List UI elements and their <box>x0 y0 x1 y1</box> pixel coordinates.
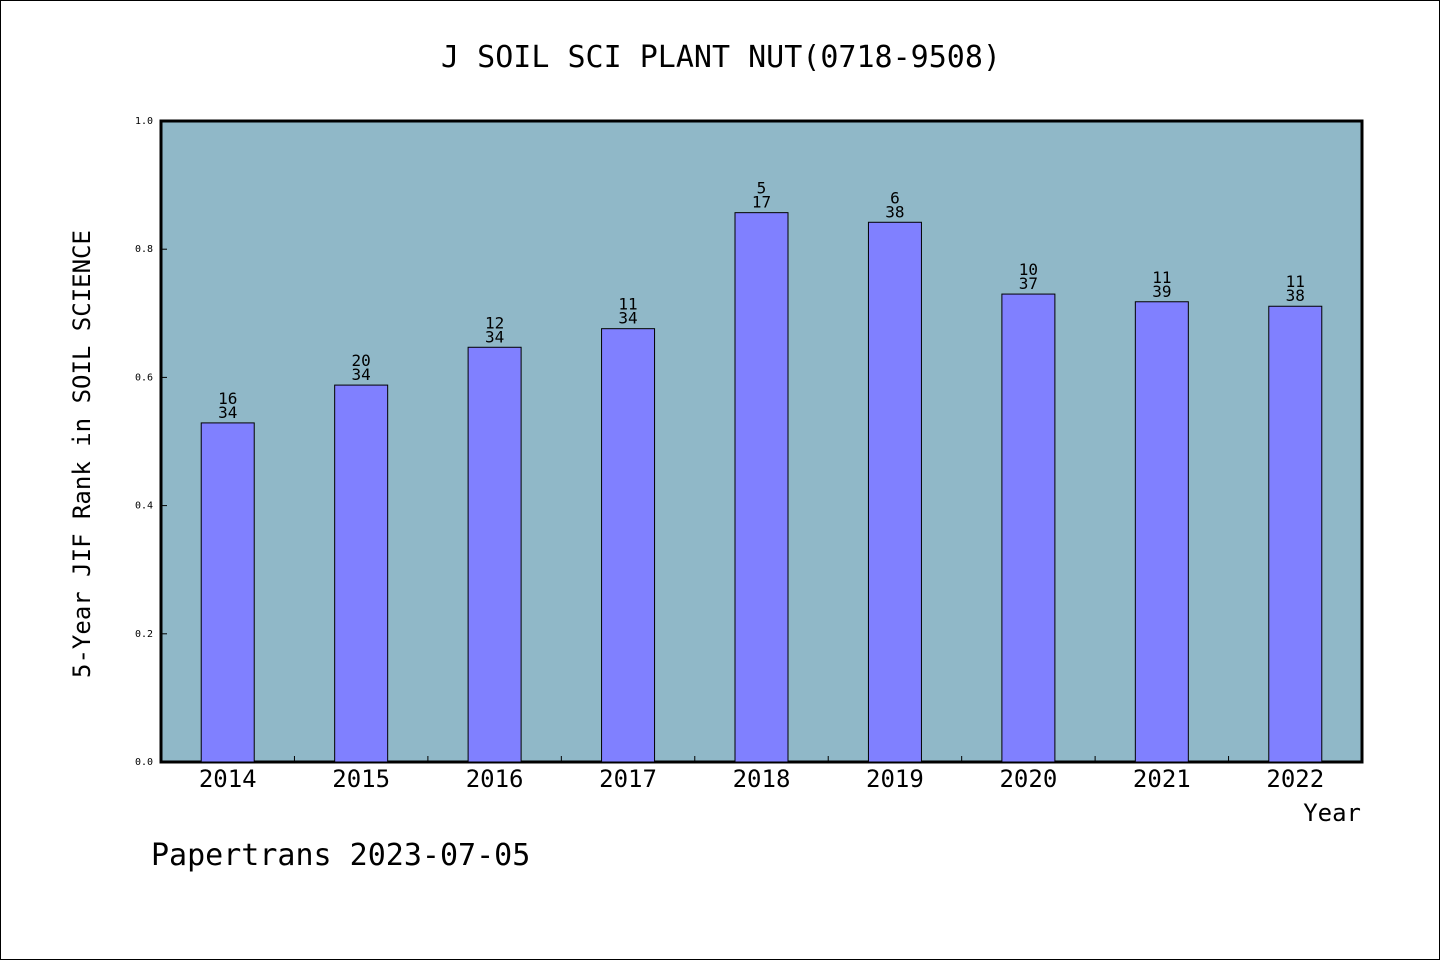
y-ticks: 0.0 0.2 0.4 0.6 0.8 1.0 <box>135 116 167 768</box>
rank-label: 16 <box>218 389 237 408</box>
x-tick-label: 2018 <box>733 765 791 793</box>
rank-label: 12 <box>485 313 504 332</box>
x-ticks: 2014 2015 2016 2017 2018 2019 2020 2021 2022 <box>199 756 1324 793</box>
rank-label: 6 <box>890 188 900 207</box>
y-tick-label: 0.2 <box>135 629 153 640</box>
bar-2016 <box>467 346 522 763</box>
bar-2015 <box>334 384 389 763</box>
chart-title: J SOIL SCI PLANT NUT(0718-9508) <box>441 40 1001 75</box>
rank-total-label: 34 <box>618 309 637 328</box>
x-tick-label: 2015 <box>332 765 390 793</box>
rank-total-label: 17 <box>752 193 771 212</box>
y-tick-label: 0.8 <box>135 244 153 255</box>
rank-total-label: 34 <box>485 327 504 346</box>
bar-2019 <box>867 221 922 763</box>
rank-total-label: 38 <box>1286 286 1305 305</box>
y-axis-label: 5-Year JIF Rank in SOIL SCIENCE <box>68 230 96 678</box>
bars <box>200 212 1323 763</box>
x-tick-label: 2020 <box>999 765 1057 793</box>
x-tick-label: 2014 <box>199 765 257 793</box>
rank-label: 10 <box>1019 260 1038 279</box>
x-tick-label: 2022 <box>1266 765 1324 793</box>
rank-label: 5 <box>757 179 767 198</box>
x-tick-label: 2016 <box>466 765 524 793</box>
bar-2017 <box>601 328 656 763</box>
rank-total-label: 39 <box>1152 282 1171 301</box>
rank-label: 11 <box>618 295 637 314</box>
bar-2022 <box>1268 305 1323 763</box>
rank-label: 11 <box>1152 268 1171 287</box>
rank-total-label: 34 <box>352 365 371 384</box>
rank-label: 20 <box>352 351 371 370</box>
y-tick-label: 0.6 <box>135 372 153 383</box>
footer-text: Papertrans 2023-07-05 <box>151 838 530 873</box>
y-tick-label: 0.4 <box>135 501 153 512</box>
bar-2021 <box>1134 301 1189 763</box>
bar-2020 <box>1001 293 1056 763</box>
x-tick-label: 2017 <box>599 765 657 793</box>
y-tick-label: 1.0 <box>135 116 153 127</box>
rank-total-label: 34 <box>218 403 237 422</box>
y-tick-label: 0.0 <box>135 757 153 768</box>
bar-2018 <box>734 212 789 763</box>
x-tick-label: 2019 <box>866 765 924 793</box>
x-tick-label: 2021 <box>1133 765 1191 793</box>
rank-total-label: 37 <box>1019 274 1038 293</box>
rank-label: 11 <box>1286 272 1305 291</box>
x-axis-label: Year <box>1303 799 1361 827</box>
rank-total-label: 38 <box>885 202 904 221</box>
bar-2014 <box>200 422 255 763</box>
